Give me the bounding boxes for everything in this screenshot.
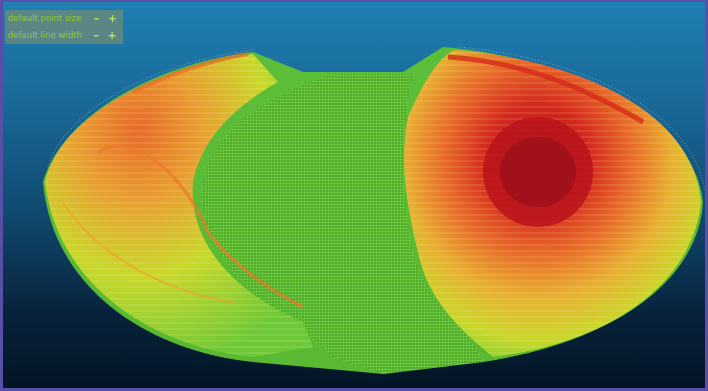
line-width-increase-button[interactable]: + [107, 29, 117, 42]
point-size-label: default point size [8, 13, 82, 24]
point-cloud-viewport[interactable] [3, 2, 705, 388]
point-size-decrease-button[interactable]: – [93, 12, 100, 25]
point-size-control: default point size – + [5, 10, 123, 27]
point-size-increase-button[interactable]: + [107, 12, 118, 25]
left-rim-accent [132, 52, 249, 94]
line-width-decrease-button[interactable]: – [93, 29, 99, 42]
left-ridge [97, 145, 304, 309]
line-width-label: default line width [8, 30, 83, 41]
point-cloud-render [43, 46, 705, 374]
right-rim-accent [447, 54, 645, 125]
pit-floor [201, 74, 483, 374]
line-width-control: default line width – + [5, 27, 123, 44]
display-controls-panel: default point size – + default line widt… [5, 10, 123, 44]
